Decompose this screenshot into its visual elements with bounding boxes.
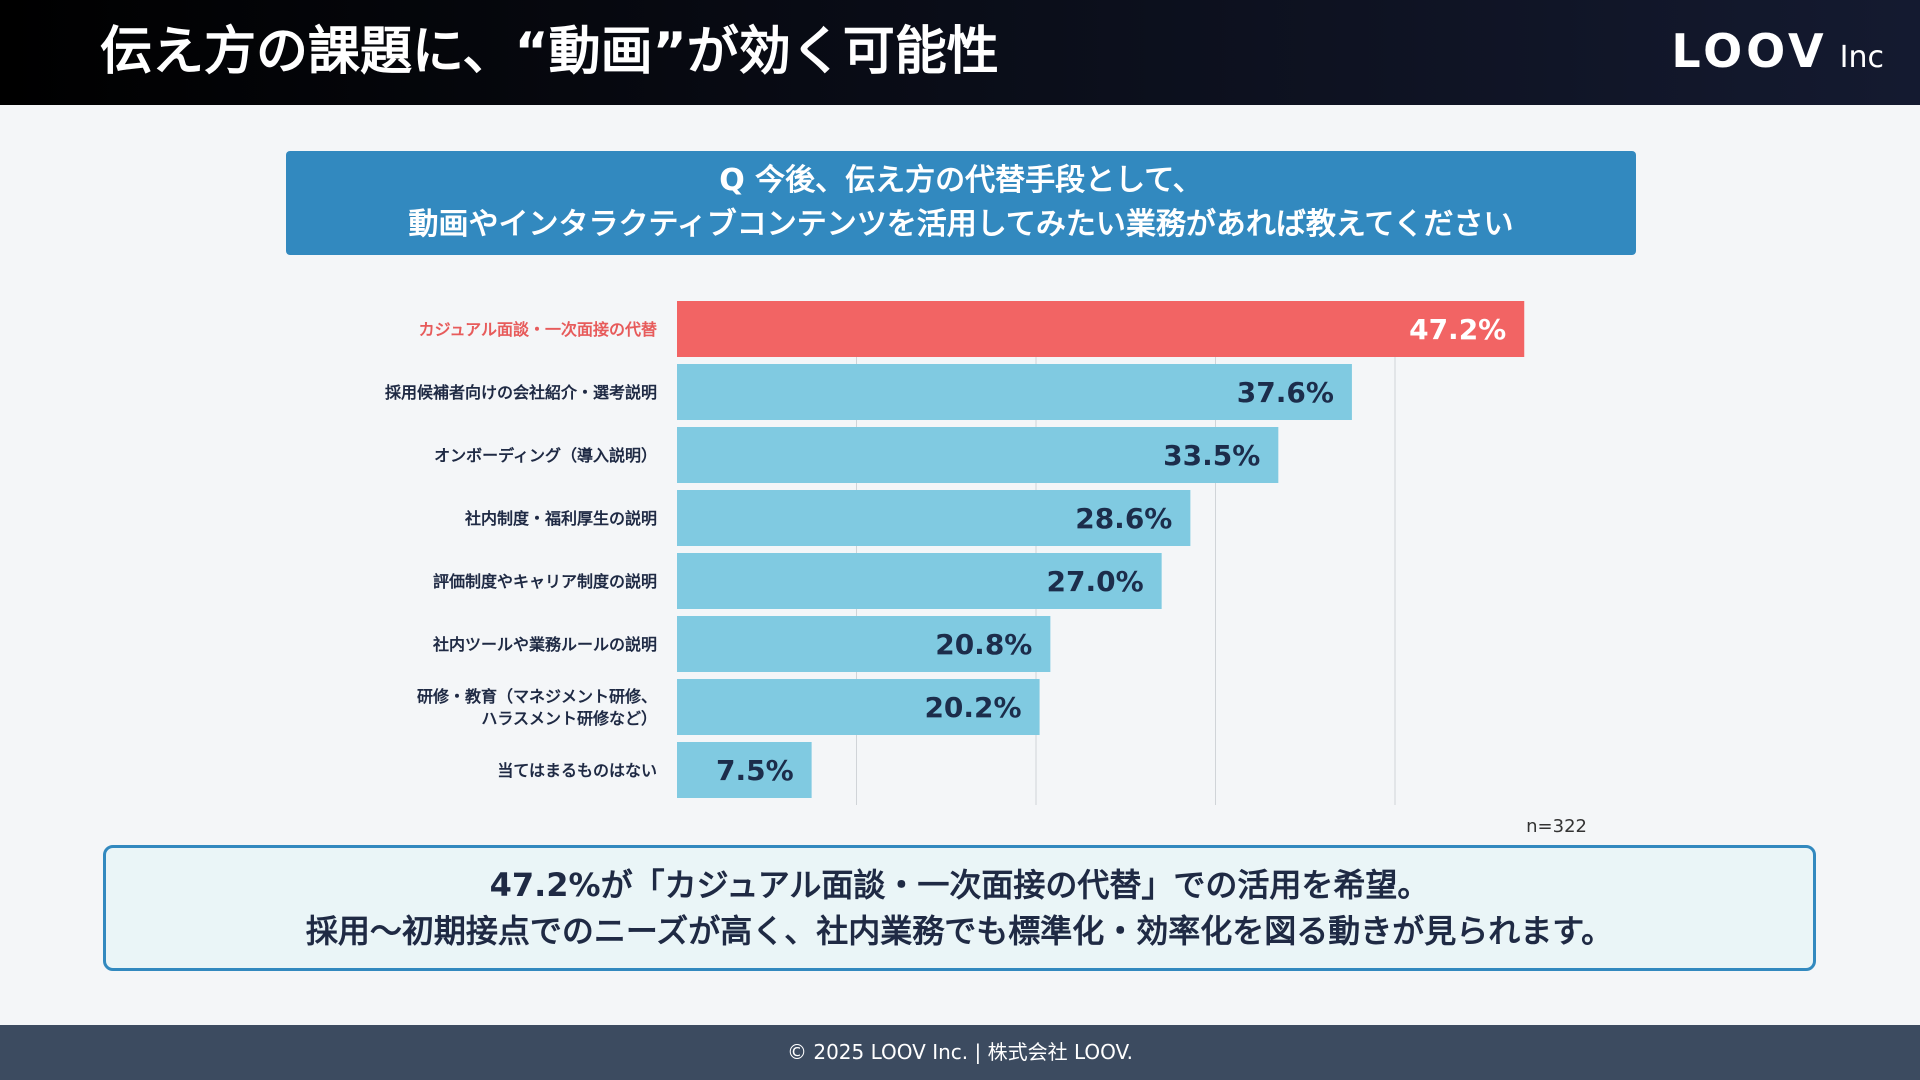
value-label: 20.8% bbox=[935, 628, 1032, 661]
category-label: 社内制度・福利厚生の説明 bbox=[464, 509, 657, 528]
category-label: ハラスメント研修など） bbox=[481, 709, 657, 728]
page-title: 伝え方の課題に、“動画”が効く可能性 bbox=[100, 22, 999, 82]
bar bbox=[677, 553, 1162, 609]
value-label: 33.5% bbox=[1163, 439, 1260, 472]
bar bbox=[677, 427, 1279, 483]
category-label: 評価制度やキャリア制度の説明 bbox=[433, 572, 657, 591]
category-label: オンボーディング（導入説明） bbox=[434, 446, 657, 465]
bar bbox=[677, 742, 812, 798]
question-box: Q 今後、伝え方の代替手段として、 動画やインタラクティブコンテンツを活用してみ… bbox=[286, 151, 1636, 255]
bar bbox=[677, 490, 1191, 546]
summary-box: 47.2%が「カジュアル面談・一次面接の代替」での活用を希望。 採用〜初期接点で… bbox=[103, 845, 1816, 971]
company-logo: LOOV Inc bbox=[1671, 24, 1884, 78]
category-label: カジュアル面談・一次面接の代替 bbox=[419, 320, 657, 339]
question-line-1: Q 今後、伝え方の代替手段として、 bbox=[719, 163, 1203, 198]
category-label: 採用候補者向けの会社紹介・選考説明 bbox=[385, 383, 657, 402]
value-label: 28.6% bbox=[1075, 502, 1172, 535]
value-label: 20.2% bbox=[924, 691, 1021, 724]
sample-size-note: n=322 bbox=[1526, 816, 1587, 837]
category-label: 研修・教育（マネジメント研修、 bbox=[417, 687, 657, 706]
question-line-2: 動画やインタラクティブコンテンツを活用してみたい業務があれば教えてください bbox=[408, 207, 1514, 242]
value-label: 47.2% bbox=[1409, 313, 1506, 346]
value-label: 27.0% bbox=[1047, 565, 1144, 598]
bar bbox=[677, 616, 1051, 672]
value-label: 37.6% bbox=[1237, 376, 1334, 409]
category-label: 当てはまるものはない bbox=[497, 761, 657, 780]
logo-main-text: LOOV bbox=[1671, 24, 1828, 78]
summary-line-2: 採用〜初期接点でのニーズが高く、社内業務でも標準化・効率化を図る動きが見られます… bbox=[305, 912, 1614, 950]
category-label: 社内ツールや業務ルールの説明 bbox=[432, 635, 657, 654]
header-bar: 伝え方の課題に、“動画”が効く可能性 LOOV Inc bbox=[0, 0, 1920, 105]
logo-sub-text: Inc bbox=[1839, 40, 1884, 75]
footer-copyright: © 2025 LOOV Inc. | 株式会社 LOOV. bbox=[787, 1040, 1133, 1064]
footer-bar: © 2025 LOOV Inc. | 株式会社 LOOV. bbox=[0, 1025, 1920, 1080]
bar bbox=[677, 364, 1352, 420]
bar bbox=[677, 301, 1525, 357]
bar-chart: 47.2% カジュアル面談・一次面接の代替 37.6% 採用候補者向けの会社紹介・選考… bbox=[385, 301, 1525, 805]
bar bbox=[677, 679, 1040, 735]
value-label: 7.5% bbox=[716, 754, 794, 787]
summary-line-1: 47.2%が「カジュアル面談・一次面接の代替」での活用を希望。 bbox=[489, 866, 1430, 904]
